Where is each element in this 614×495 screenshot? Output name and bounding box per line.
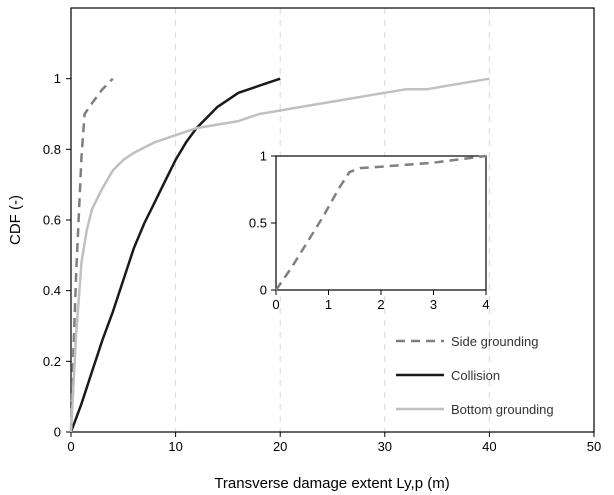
- legend: Side grounding Collision Bottom groundin…: [396, 334, 554, 417]
- inset-y-tick-label: 0.5: [249, 216, 267, 231]
- x-tick-label: 40: [482, 439, 496, 454]
- y-tick-label: 0.6: [43, 213, 61, 228]
- x-tick-label: 20: [273, 439, 287, 454]
- legend-label-collision: Collision: [451, 368, 500, 383]
- inset-plot-background: [276, 156, 486, 290]
- x-axis-title: Transverse damage extent Ly,p (m): [214, 475, 449, 492]
- y-tick-label: 0.2: [43, 354, 61, 369]
- y-tick-label: 0.4: [43, 283, 61, 298]
- inset-series: [274, 154, 487, 291]
- inset-axis-ticks: 0 1 2 3 4 0 0.5 1: [249, 149, 490, 313]
- main-grid: [175, 8, 490, 432]
- x-tick-label: 10: [168, 439, 182, 454]
- inset-x-tick-label: 0: [272, 297, 279, 312]
- y-tick-label: 0.8: [43, 142, 61, 157]
- x-tick-label: 30: [378, 439, 392, 454]
- inset-x-tick-label: 3: [430, 297, 437, 312]
- series-bottom-grounding: [69, 77, 490, 433]
- legend-item-side-grounding: Side grounding: [396, 334, 538, 349]
- inset-series-side-grounding: [274, 154, 487, 291]
- x-tick-label: 0: [67, 439, 74, 454]
- y-axis-title: CDF (-): [7, 195, 24, 245]
- y-tick-label: 1: [54, 71, 61, 86]
- legend-item-bottom-grounding: Bottom grounding: [396, 402, 554, 417]
- inset-x-tick-label: 1: [325, 297, 332, 312]
- legend-label-bottom-grounding: Bottom grounding: [451, 402, 554, 417]
- series-collision: [69, 77, 281, 433]
- x-tick-label: 50: [587, 439, 601, 454]
- inset-y-tick-label: 1: [260, 149, 267, 164]
- legend-label-side-grounding: Side grounding: [451, 334, 538, 349]
- series-side-grounding: [69, 77, 114, 433]
- y-tick-label: 0: [54, 425, 61, 440]
- legend-item-collision: Collision: [396, 368, 500, 383]
- inset-x-tick-label: 4: [482, 297, 489, 312]
- inset-y-tick-label: 0: [260, 283, 267, 298]
- main-series: [69, 77, 490, 433]
- inset-x-tick-label: 2: [377, 297, 384, 312]
